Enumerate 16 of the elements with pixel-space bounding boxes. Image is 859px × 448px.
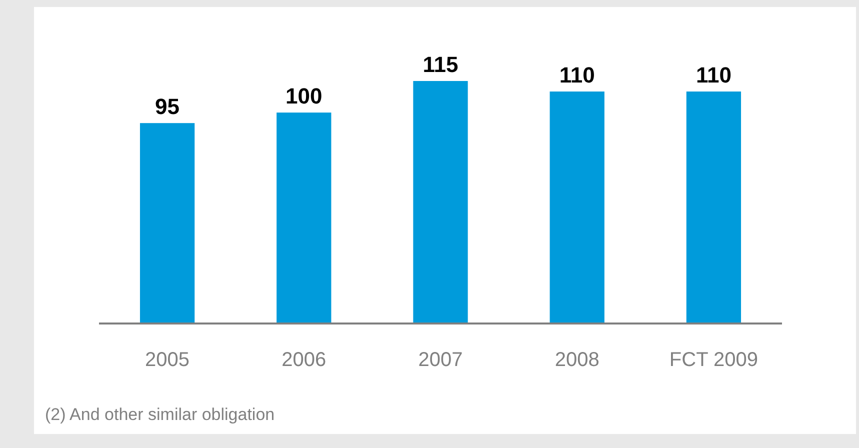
data-label: 100 (286, 84, 322, 109)
x-tick-label: 2005 (145, 349, 190, 371)
x-tick-label: 2006 (282, 349, 326, 371)
data-label: 115 (422, 52, 458, 77)
data-label: 110 (559, 62, 595, 88)
data-label: 95 (155, 94, 180, 120)
bar (276, 112, 332, 323)
bar (550, 92, 604, 323)
x-tick-label: 2008 (554, 349, 600, 371)
x-tick-label: FCT 2009 (669, 349, 758, 371)
bar (413, 81, 468, 323)
bar (686, 92, 742, 323)
bar (140, 123, 195, 323)
text: (2) And other similar obligation (45, 405, 275, 424)
x-tick-label: 2007 (418, 349, 463, 371)
data-label: 110 (696, 62, 732, 88)
